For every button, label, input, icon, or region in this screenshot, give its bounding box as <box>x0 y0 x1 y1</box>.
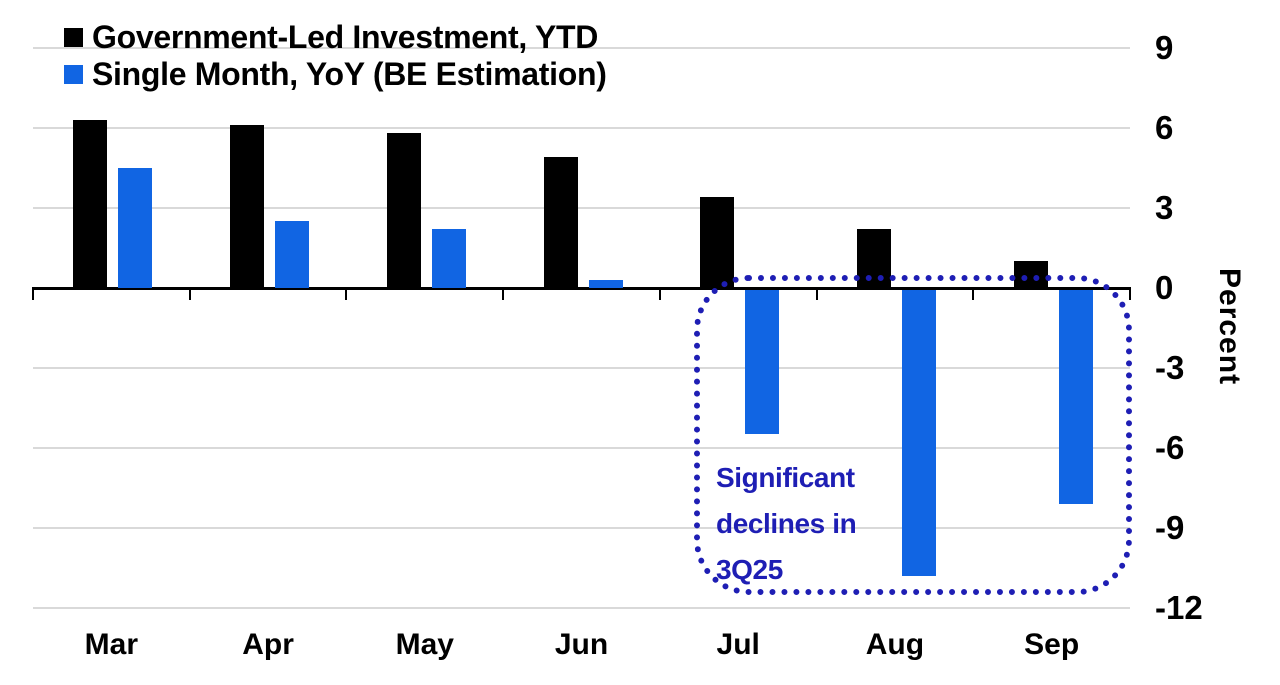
y-tick-label: 0 <box>1155 269 1174 306</box>
annotation-line: Significant <box>716 462 855 493</box>
bar-govt-led-jun <box>543 157 578 288</box>
gridline <box>33 367 1130 370</box>
legend-label: Single Month, YoY (BE Estimation) <box>92 56 607 92</box>
bar-govt-led-jul <box>700 197 735 288</box>
y-tick-label: -12 <box>1155 589 1203 627</box>
x-tick-label: Jul <box>716 628 760 661</box>
bar-govt-led-apr <box>230 125 265 288</box>
bar-single-month-aug <box>901 290 936 576</box>
gridline <box>33 206 1130 209</box>
legend: Government-Led Investment, YTD Single Mo… <box>64 19 607 93</box>
annotation-text: Significant declines in 3Q25 <box>716 455 857 593</box>
x-axis-tick <box>188 287 191 300</box>
legend-item-ytd: Government-Led Investment, YTD <box>64 19 607 56</box>
bar-single-month-may <box>431 229 466 288</box>
bar-single-month-apr <box>275 221 310 288</box>
y-tick-label: -6 <box>1155 429 1185 467</box>
bar-single-month-jul <box>745 290 780 435</box>
x-tick-label: Sep <box>1024 628 1080 661</box>
legend-label: Government-Led Investment, YTD <box>92 19 599 55</box>
gridline <box>33 46 1130 49</box>
x-axis-tick <box>815 287 818 300</box>
y-tick-label: -3 <box>1155 349 1185 387</box>
x-axis-tick <box>345 287 348 300</box>
bar-single-month-jun <box>588 279 623 288</box>
gridline <box>33 527 1130 530</box>
annotation-line: declines in <box>716 508 857 539</box>
x-axis-tick <box>658 287 661 300</box>
x-axis-tick <box>32 287 34 300</box>
bar-single-month-mar <box>118 167 153 288</box>
y-tick-label: 9 <box>1155 28 1174 66</box>
y-tick-label: -9 <box>1155 509 1185 547</box>
x-tick-label: May <box>395 628 454 661</box>
y-axis-title: Percent <box>1213 268 1246 386</box>
gridline <box>33 607 1130 610</box>
annotation-box <box>694 275 1132 595</box>
bar-govt-led-sep <box>1013 261 1048 288</box>
x-tick-label: Apr <box>242 628 294 661</box>
legend-item-single-month: Single Month, YoY (BE Estimation) <box>64 56 607 93</box>
y-tick-label: 3 <box>1155 188 1174 226</box>
x-axis-tick <box>1129 287 1131 300</box>
x-tick-label: Jun <box>554 628 609 661</box>
x-tick-label: Aug <box>865 628 925 661</box>
bar-govt-led-may <box>386 133 421 288</box>
y-tick-label: 6 <box>1155 108 1174 146</box>
legend-swatch-blue <box>64 65 83 84</box>
x-axis-tick <box>972 287 975 300</box>
x-axis-tick <box>502 287 505 300</box>
gridline <box>33 126 1130 129</box>
bar-govt-led-mar <box>73 119 108 288</box>
annotation-line: 3Q25 <box>716 554 783 585</box>
x-tick-label: Mar <box>84 628 139 661</box>
legend-swatch-black <box>64 28 83 47</box>
gridline <box>33 447 1130 450</box>
x-axis-line <box>33 287 1130 290</box>
